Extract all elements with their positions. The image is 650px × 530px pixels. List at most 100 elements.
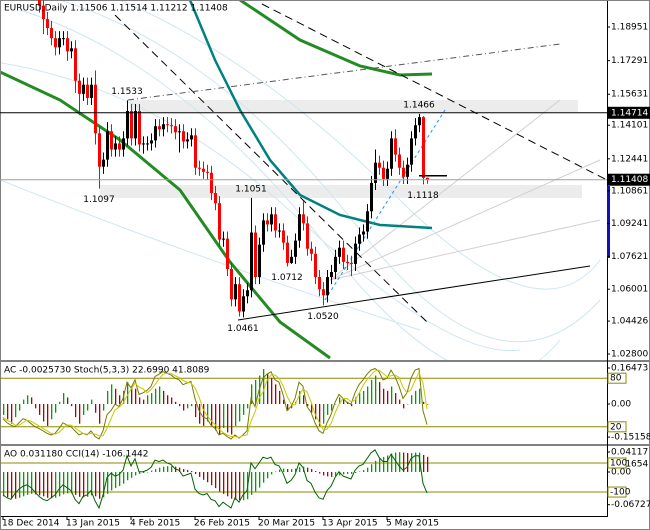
- fan-line: [0, 179, 421, 331]
- indicator-line: [2, 369, 428, 438]
- histogram-bar: [91, 399, 93, 404]
- histogram-bar: [247, 403, 249, 409]
- y-tick-label: -0.15158: [611, 433, 650, 443]
- histogram-bar: [255, 379, 257, 404]
- histogram-bar: [327, 403, 329, 415]
- histogram-bar: [39, 403, 41, 415]
- histogram-bar: [131, 386, 133, 404]
- histogram-bar: [395, 452, 397, 473]
- histogram-bar: [311, 403, 313, 413]
- histogram-bar: [303, 395, 305, 404]
- histogram-bar: [103, 472, 105, 498]
- histogram-bar: [259, 472, 261, 488]
- y-tick-label: -0.06727: [611, 500, 650, 510]
- fan-line: [0, 62, 521, 352]
- histogram-bar: [375, 375, 377, 404]
- histogram-bar: [139, 397, 141, 404]
- panel-title: EURUSD,Daily 1.11506 1.11514 1.11212 1.1…: [4, 4, 228, 14]
- histogram-bar: [119, 395, 121, 404]
- candle-body: [74, 48, 77, 81]
- y-tick-label: 1.17291: [611, 56, 648, 66]
- histogram-bar: [207, 403, 209, 422]
- candle-body: [202, 168, 205, 172]
- histogram-bar: [191, 471, 193, 473]
- candle-body: [374, 162, 377, 183]
- histogram-bar: [307, 467, 309, 473]
- histogram-bar: [11, 403, 13, 424]
- histogram-bar: [387, 390, 389, 404]
- candle-body: [146, 143, 149, 145]
- histogram-bar: [243, 403, 245, 415]
- histogram-bar: [27, 395, 29, 404]
- candle-body: [118, 143, 121, 150]
- x-tick-label: 26 Feb 2015: [194, 519, 250, 529]
- candle-body: [86, 84, 89, 98]
- histogram-bar: [395, 393, 397, 404]
- candle-body: [358, 234, 361, 244]
- histogram-bar: [351, 403, 353, 407]
- histogram-bar: [151, 470, 153, 473]
- histogram-bar: [211, 403, 213, 426]
- histogram-bar: [83, 472, 85, 498]
- histogram-bar: [215, 472, 217, 489]
- histogram-bar: [59, 401, 61, 404]
- candle-body: [190, 135, 193, 140]
- histogram-bar: [383, 388, 385, 404]
- histogram-bar: [251, 472, 253, 495]
- candle-body: [38, 0, 41, 6]
- histogram-bar: [31, 397, 33, 404]
- histogram-bar: [219, 403, 221, 435]
- histogram-bar: [187, 403, 189, 409]
- candle-body: [158, 126, 161, 130]
- histogram-bar: [163, 466, 165, 473]
- histogram-bar: [31, 472, 33, 494]
- candle-body: [186, 139, 189, 142]
- bid-label-box: [608, 173, 650, 186]
- candle-body: [342, 247, 345, 262]
- histogram-bar: [331, 403, 333, 411]
- histogram-bar: [307, 403, 309, 407]
- histogram-bar: [55, 403, 57, 413]
- candle-body: [58, 38, 61, 48]
- histogram-bar: [207, 472, 209, 483]
- candle-body: [166, 124, 169, 126]
- histogram-bar: [163, 390, 165, 404]
- y-tick-label: 1.07621: [611, 252, 648, 262]
- histogram-bar: [111, 384, 113, 404]
- indicator-line: [2, 367, 428, 440]
- trend-line: [127, 43, 561, 101]
- candle-body: [138, 111, 141, 145]
- histogram-bar: [155, 388, 157, 404]
- histogram-bar: [39, 472, 41, 496]
- candle-body: [282, 230, 285, 243]
- histogram-bar: [47, 403, 49, 426]
- histogram-bar: [219, 472, 221, 492]
- candle-body: [398, 154, 401, 168]
- histogram-bar: [227, 403, 229, 433]
- histogram-bar: [283, 399, 285, 404]
- histogram-bar: [147, 472, 149, 473]
- histogram-bar: [183, 403, 185, 411]
- candle-body: [206, 171, 209, 173]
- x-tick-label: 4 Feb 2015: [130, 519, 180, 529]
- candle-body: [106, 131, 109, 160]
- histogram-bar: [407, 453, 409, 473]
- y-tick-label: 1.15631: [611, 90, 648, 100]
- x-tick-label: 18 Dec 2014: [2, 519, 60, 529]
- histogram-bar: [135, 472, 137, 476]
- histogram-bar: [263, 369, 265, 404]
- candle-body: [306, 223, 309, 249]
- histogram-bar: [279, 469, 281, 473]
- histogram-bar: [27, 472, 29, 495]
- candle-body: [134, 111, 137, 139]
- candle-body: [334, 256, 337, 273]
- histogram-bar: [143, 399, 145, 404]
- y-tick-label: 0.01654: [611, 459, 648, 469]
- histogram-bar: [363, 390, 365, 404]
- candle-body: [170, 125, 173, 127]
- moving-average: [239, 0, 433, 77]
- histogram-bar: [235, 403, 237, 426]
- histogram-bar: [235, 472, 237, 500]
- candle-body: [122, 138, 125, 150]
